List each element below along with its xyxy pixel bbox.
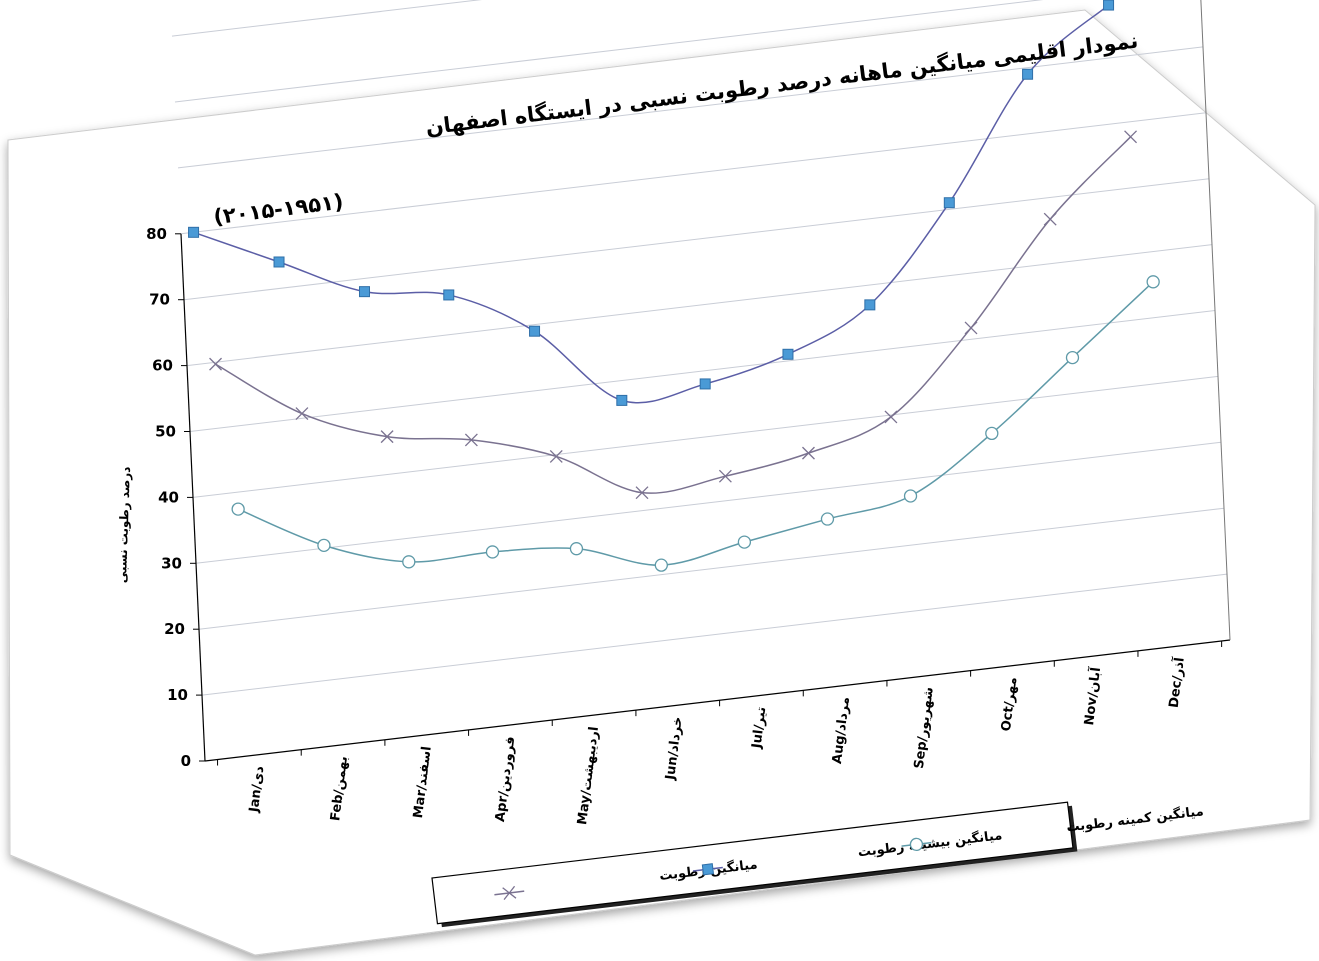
marker-stroke bbox=[635, 486, 649, 500]
x-tick-label: Oct/مهر bbox=[999, 676, 1021, 732]
marker-stroke bbox=[503, 885, 516, 901]
marker-stroke bbox=[1043, 212, 1057, 226]
gridline bbox=[201, 573, 1228, 696]
data-point bbox=[699, 378, 711, 390]
marker-stroke bbox=[295, 407, 309, 421]
data-point bbox=[654, 558, 668, 572]
y-tick-label: 10 bbox=[167, 686, 188, 704]
y-tick-label: 70 bbox=[149, 291, 170, 309]
data-point bbox=[864, 299, 876, 311]
gridline bbox=[180, 112, 1207, 235]
data-point bbox=[295, 407, 309, 421]
data-point bbox=[1103, 0, 1115, 11]
data-point bbox=[402, 555, 416, 569]
data-point bbox=[985, 426, 999, 441]
legend-marker bbox=[502, 885, 517, 901]
data-point bbox=[1124, 130, 1138, 144]
gridline bbox=[183, 178, 1210, 301]
series-x bbox=[209, 130, 1138, 500]
data-point bbox=[1043, 212, 1057, 226]
legend-marker bbox=[909, 837, 924, 852]
gridline bbox=[198, 507, 1225, 630]
x-tick-label: Jul/تیر bbox=[749, 706, 769, 750]
data-point bbox=[1022, 68, 1034, 80]
data-point bbox=[718, 469, 732, 483]
marker-stroke bbox=[464, 433, 478, 447]
x-tick-label: Jan/دی bbox=[247, 765, 268, 814]
gridline bbox=[174, 0, 1044, 103]
data-point bbox=[380, 430, 394, 444]
data-point bbox=[802, 446, 815, 460]
gridline bbox=[189, 310, 1216, 432]
data-point bbox=[464, 433, 478, 447]
marker-stroke bbox=[884, 410, 898, 424]
data-point bbox=[943, 197, 955, 209]
data-point bbox=[903, 489, 918, 503]
data-point bbox=[273, 256, 285, 268]
data-point bbox=[209, 357, 223, 371]
data-point bbox=[485, 545, 500, 559]
data-point bbox=[358, 286, 370, 298]
x-axis-line bbox=[204, 639, 1231, 762]
y-tick-label: 20 bbox=[164, 620, 185, 638]
data-point bbox=[635, 486, 649, 500]
data-point bbox=[820, 512, 835, 526]
gridline bbox=[195, 441, 1222, 564]
card-background bbox=[7, 9, 1316, 956]
y-tick-label: 50 bbox=[155, 423, 176, 441]
plot-frame-right bbox=[1200, 0, 1231, 641]
marker-stroke bbox=[802, 446, 815, 460]
data-point bbox=[884, 410, 898, 424]
series-line bbox=[215, 136, 1132, 494]
data-point bbox=[231, 502, 245, 516]
data-point bbox=[782, 348, 794, 360]
series-square bbox=[188, 0, 1115, 406]
data-point bbox=[188, 226, 200, 238]
data-point bbox=[443, 289, 455, 301]
data-point bbox=[549, 449, 563, 463]
gridline bbox=[186, 244, 1213, 367]
marker-stroke bbox=[549, 449, 563, 463]
data-point bbox=[737, 535, 752, 549]
data-point bbox=[964, 321, 978, 335]
data-point bbox=[1146, 275, 1160, 289]
data-point bbox=[529, 325, 541, 337]
legend-marker bbox=[701, 863, 715, 876]
y-tick-label: 30 bbox=[161, 554, 182, 572]
marker-stroke bbox=[718, 469, 732, 483]
y-tick-label: 0 bbox=[181, 752, 191, 770]
y-tick-label: 80 bbox=[146, 225, 167, 243]
series-circle bbox=[231, 275, 1160, 572]
marker-stroke bbox=[964, 321, 978, 335]
gridline bbox=[177, 46, 1204, 169]
y-tick-label: 40 bbox=[158, 488, 179, 506]
data-point bbox=[616, 394, 628, 406]
data-point bbox=[317, 538, 331, 553]
x-tick-label: Dec/آذر bbox=[1165, 656, 1188, 709]
gridline bbox=[192, 375, 1219, 498]
data-point bbox=[1065, 350, 1080, 365]
marker-stroke bbox=[1124, 130, 1138, 144]
gridline bbox=[171, 0, 483, 37]
marker-stroke bbox=[380, 430, 394, 444]
legend-box bbox=[431, 801, 1074, 925]
y-tick-label: 60 bbox=[152, 357, 173, 375]
data-point bbox=[569, 542, 584, 556]
marker-stroke bbox=[209, 357, 223, 371]
y-axis-title: درصد رطوبت نسبی bbox=[115, 466, 134, 583]
